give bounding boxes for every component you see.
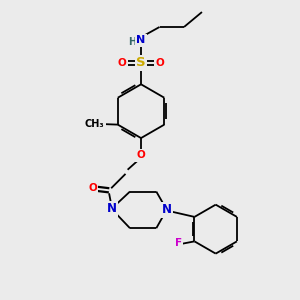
Text: CH₃: CH₃ — [85, 119, 104, 129]
Text: S: S — [136, 56, 146, 69]
Text: O: O — [156, 58, 164, 68]
Text: O: O — [88, 183, 97, 193]
Text: N: N — [162, 203, 172, 216]
Text: N: N — [136, 35, 146, 45]
Text: H: H — [128, 37, 136, 47]
Text: O: O — [118, 58, 126, 68]
Text: F: F — [175, 238, 182, 248]
Text: O: O — [137, 150, 146, 161]
Text: N: N — [106, 202, 116, 215]
